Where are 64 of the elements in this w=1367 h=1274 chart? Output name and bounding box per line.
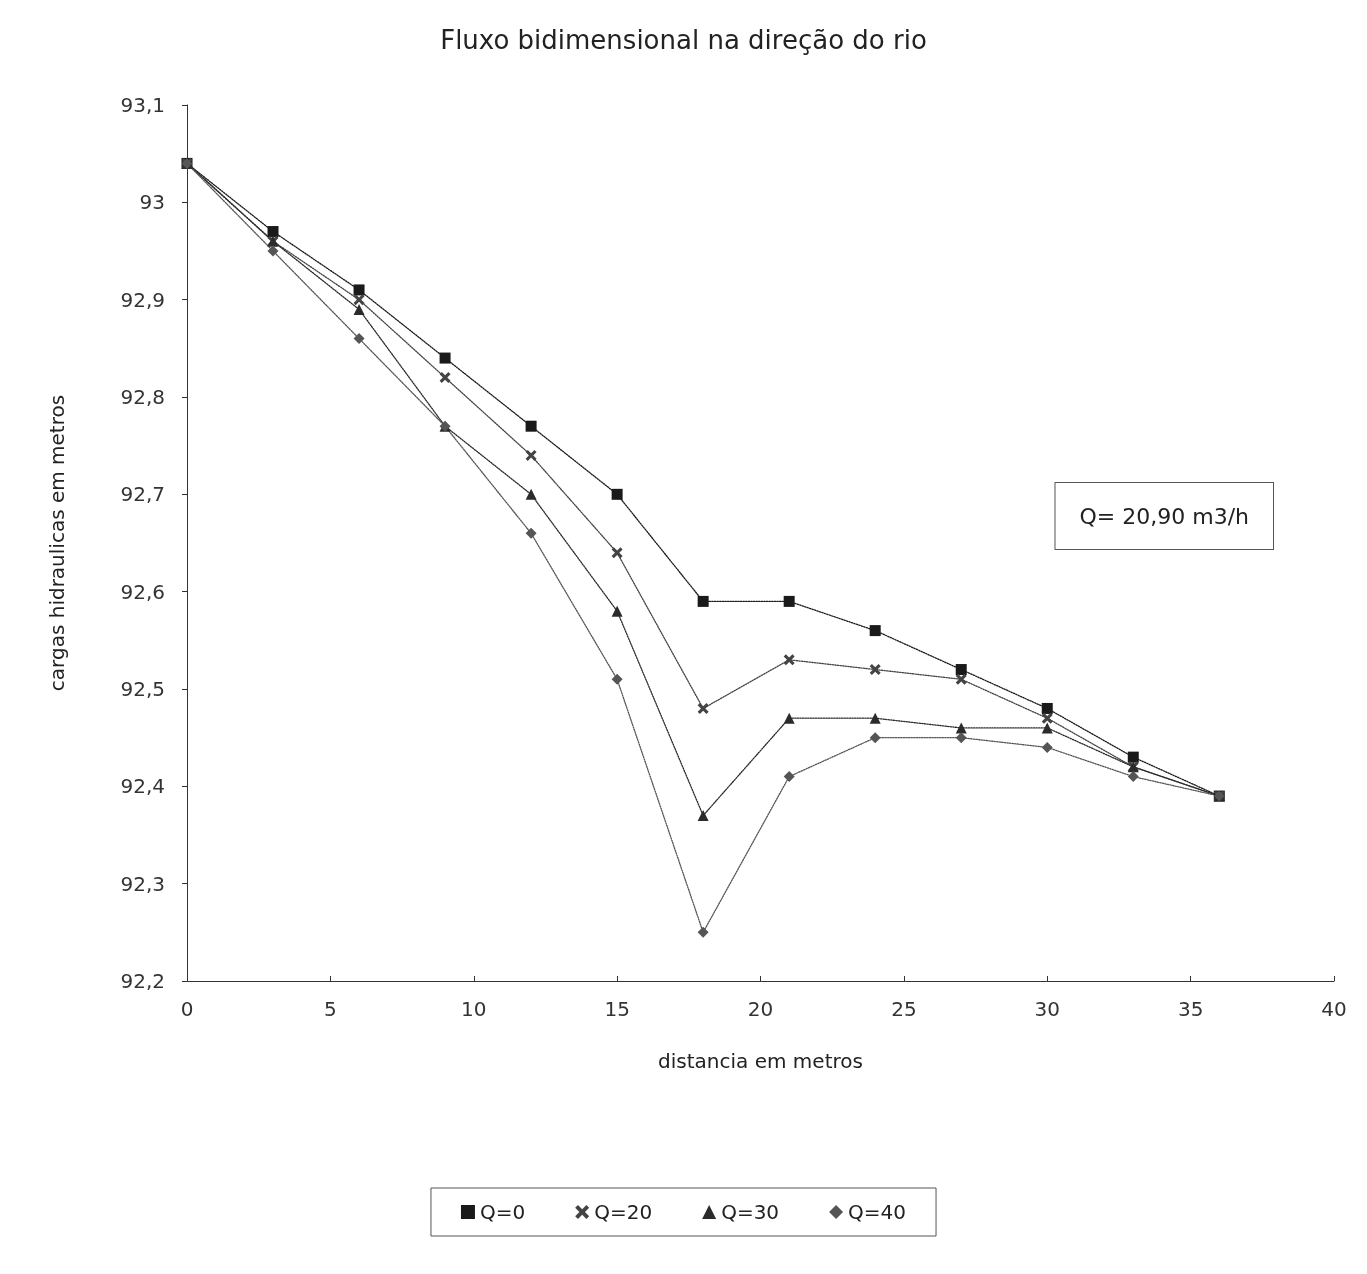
- legend-label: Q=20: [594, 1200, 653, 1224]
- point: [525, 527, 537, 539]
- x-axis-title: distancia em metros: [658, 1049, 863, 1073]
- x-tick-label: 0: [180, 997, 194, 1021]
- y-tick-label: 93: [139, 190, 165, 215]
- point: [611, 605, 623, 617]
- legend-label: Q=40: [848, 1200, 907, 1224]
- y-axis-title: cargas hidraulicas em metros: [45, 394, 69, 692]
- point: [611, 547, 623, 559]
- point: [1041, 722, 1053, 734]
- legend-label: Q=30: [721, 1200, 780, 1224]
- point: [611, 673, 623, 685]
- y-tick-label: 92,8: [120, 385, 165, 409]
- y-tick-label: 92,9: [120, 287, 165, 312]
- x-tick-label: 25: [891, 997, 917, 1021]
- y-tick-label: 92,2: [120, 969, 165, 993]
- point: [353, 333, 365, 345]
- x-tick-label: 5: [324, 997, 337, 1021]
- point: [783, 595, 795, 607]
- y-tick-label: 92,6: [120, 579, 165, 604]
- point: [267, 245, 279, 257]
- point: [1041, 741, 1053, 753]
- point: [783, 654, 795, 666]
- point: [955, 732, 967, 744]
- point: [697, 810, 709, 822]
- point: [525, 488, 537, 500]
- point: [869, 712, 881, 724]
- x-tick-label: 35: [1177, 997, 1204, 1021]
- point: [869, 625, 881, 637]
- chart-title: Fluxo bidimensional na direção do rio: [440, 25, 927, 55]
- x-tick-label: 15: [604, 997, 630, 1021]
- y-tick-label: 93,1: [120, 93, 165, 117]
- point: [439, 372, 451, 384]
- legend-label: Q=0: [479, 1200, 526, 1224]
- x-tick-label: 10: [461, 997, 487, 1021]
- point: [955, 664, 967, 676]
- point: [869, 732, 881, 744]
- point: [1041, 702, 1053, 714]
- point: [439, 352, 451, 364]
- point: [955, 673, 967, 685]
- point: [783, 712, 795, 724]
- point: [1127, 771, 1139, 783]
- point: [353, 294, 365, 306]
- x-tick-label: 40: [1321, 997, 1347, 1021]
- point: [1041, 712, 1053, 724]
- y-tick-label: 92,5: [120, 677, 165, 701]
- point: [353, 303, 365, 315]
- x-tick-label: 20: [747, 997, 774, 1021]
- y-tick-label: 92,3: [120, 871, 165, 896]
- point: [525, 449, 537, 461]
- point: [869, 664, 881, 676]
- point: [525, 420, 537, 432]
- point: [353, 284, 365, 296]
- annotation: Q= 20,90 m3/h: [1079, 503, 1250, 529]
- point: [267, 226, 279, 238]
- point: [611, 488, 623, 500]
- point: [697, 926, 709, 938]
- point: [697, 595, 709, 607]
- point: [1127, 751, 1139, 763]
- x-tick-label: 30: [1034, 997, 1060, 1021]
- y-tick-label: 92,7: [120, 482, 165, 507]
- point: [783, 771, 795, 783]
- point: [697, 702, 709, 714]
- y-tick-label: 92,4: [120, 774, 165, 799]
